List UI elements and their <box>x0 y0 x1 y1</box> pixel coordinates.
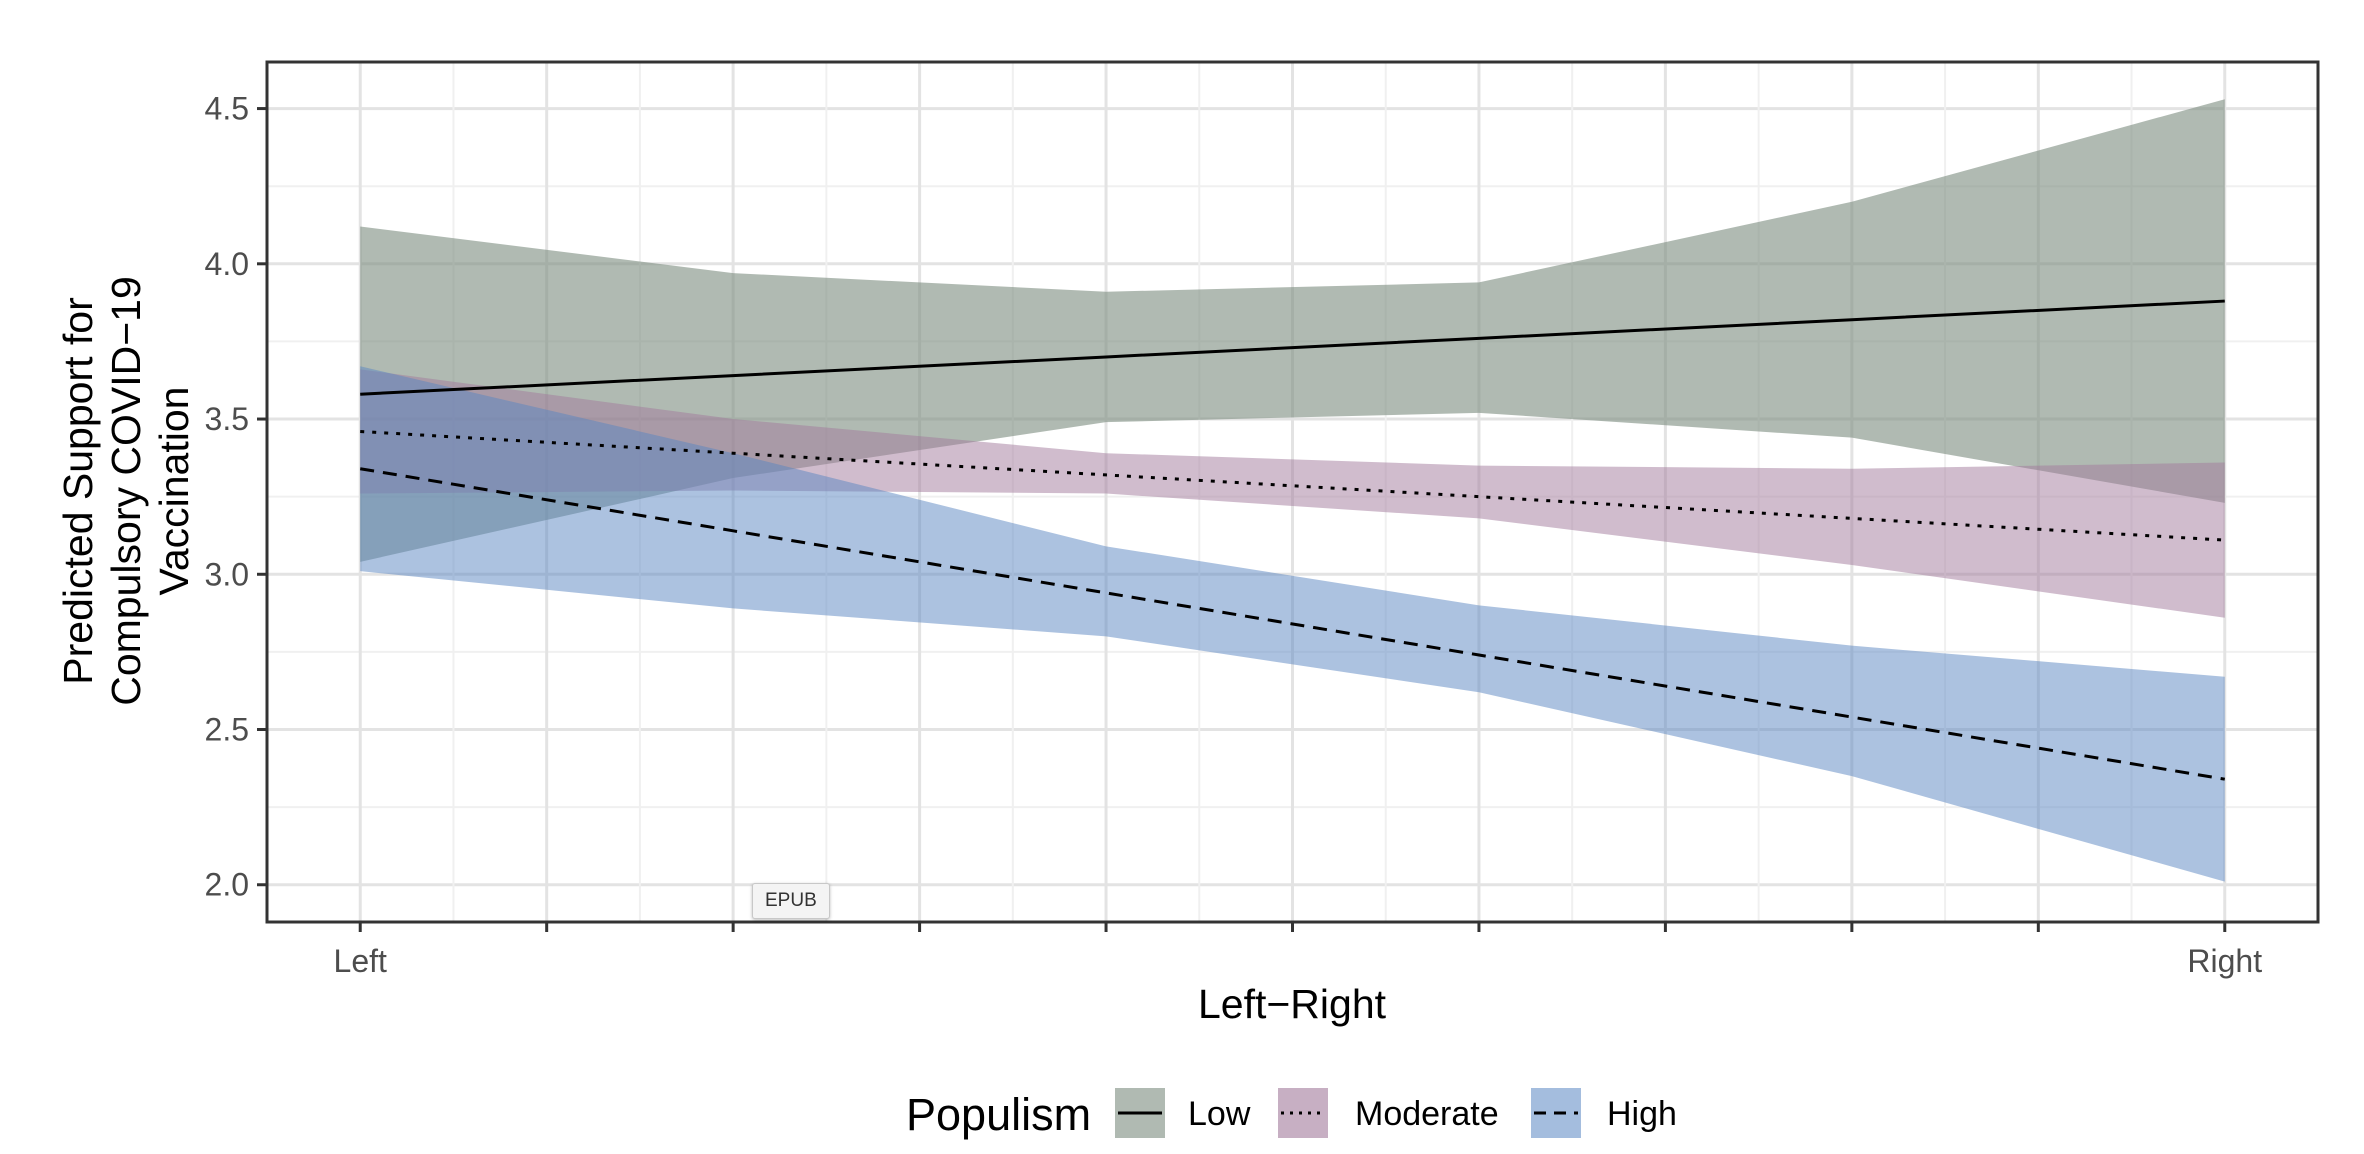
trend-lines <box>359 299 2226 781</box>
x-tick-label: Right <box>2187 943 2262 979</box>
y-tick-label: 3.5 <box>205 401 249 437</box>
legend-label-high: High <box>1607 1095 1677 1133</box>
y-tick-label: 2.5 <box>205 712 249 748</box>
y-tick-label: 4.0 <box>205 246 249 282</box>
x-tick-label: Left <box>334 943 387 979</box>
y-tick-label: 2.0 <box>205 867 249 903</box>
line-high <box>359 467 2226 781</box>
legend-title: Populism <box>906 1089 1091 1140</box>
legend-label-low: Low <box>1188 1095 1251 1133</box>
epub-badge[interactable]: EPUB <box>752 883 830 919</box>
ribbon-moderate <box>360 369 2225 618</box>
legend-label-moderate: Moderate <box>1355 1095 1499 1133</box>
line-low <box>360 299 2225 396</box>
y-axis-title-line-1: Predicted Support for <box>55 297 101 684</box>
x-axis-title: Left−Right <box>1198 981 1387 1027</box>
legend-key-moderate <box>1278 1088 1328 1138</box>
axis-ticks: 2.0 2.5 3.0 3.5 4.0 4.5 Left Right <box>205 91 2263 979</box>
y-axis-title-line-2: Compulsory COVID−19 <box>103 276 149 706</box>
y-tick-label: 4.5 <box>205 91 249 127</box>
legend: Populism Low Moderate High <box>906 1088 1677 1140</box>
y-axis-title-line-3: Vaccination <box>151 387 197 596</box>
y-axis-title: Predicted Support for Compulsory COVID−1… <box>55 276 197 706</box>
y-tick-label: 3.0 <box>205 556 249 592</box>
